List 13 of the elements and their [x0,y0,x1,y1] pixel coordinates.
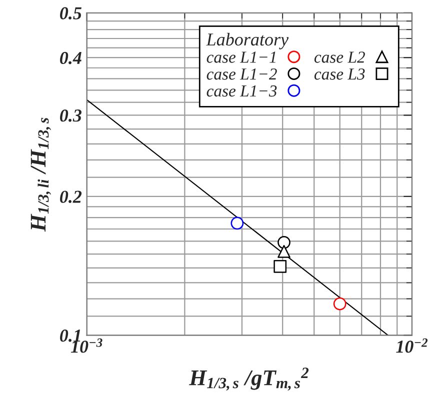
legend-label: case L1−3 [206,85,277,97]
x-axis-title: H$_{1/3,s}$ /gT$_{m,s}$$^{2}$ [189,368,309,391]
y-tick-label: 0.2 [60,190,82,203]
legend-label: case L2 [314,52,365,63]
legend-label: case L1−2 [206,68,277,80]
y-tick-label: 0.3 [60,109,82,122]
x-tick-label: 10$^{−2}$ [396,338,428,353]
legend-label: case L1−1 [206,52,276,63]
y-axis-title: H$_{1/3,li}$ /H$_{1/3,s}$ [30,118,51,232]
y-tick-label: 0.4 [60,52,82,64]
legend-title: Laboratory [206,32,289,50]
y-tick-label: 0.5 [60,7,82,20]
legend-label: case L3 [314,68,365,80]
